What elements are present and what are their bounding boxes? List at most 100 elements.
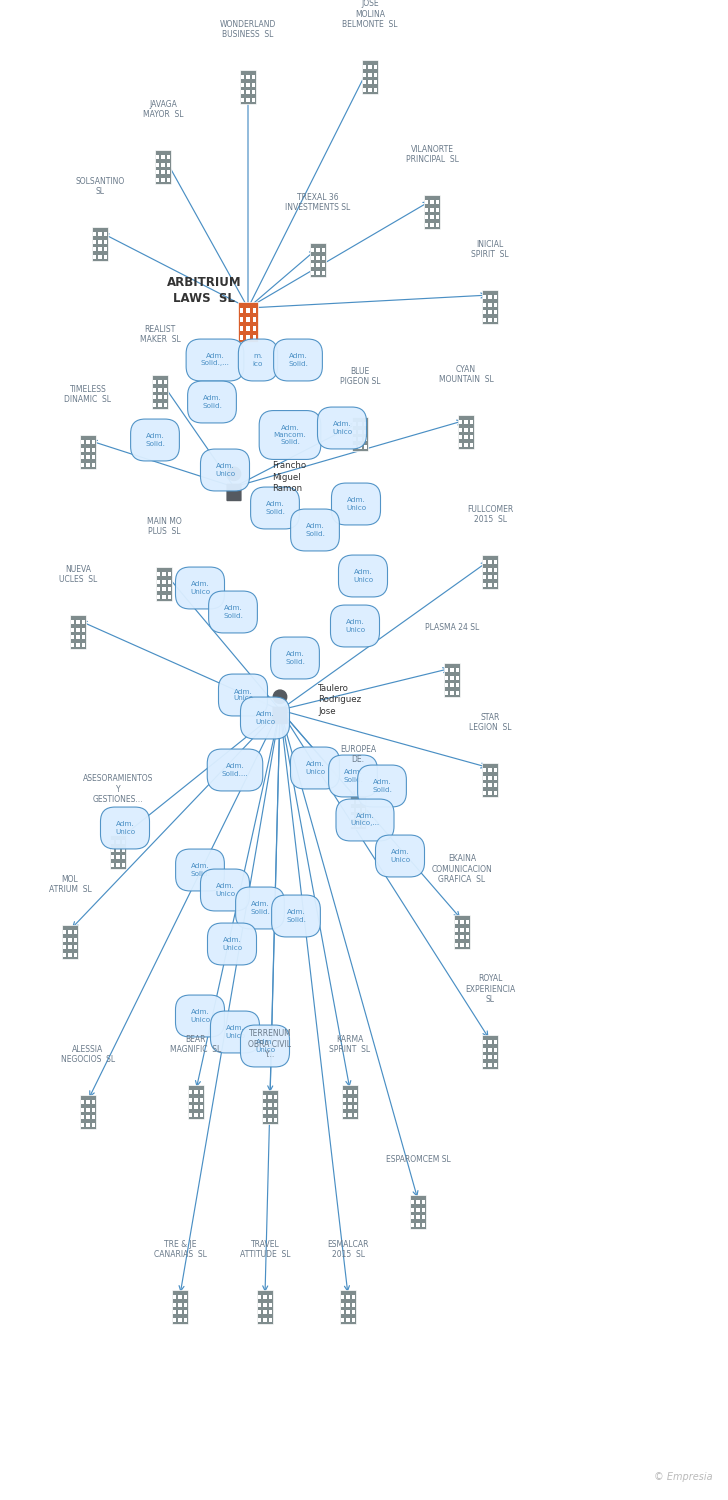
Bar [488,574,491,579]
Bar [189,1106,192,1110]
Bar [162,596,166,598]
Text: EKAINA
COMUNICACION
GRAFICA  SL: EKAINA COMUNICACION GRAFICA SL [432,853,492,883]
Bar [80,1095,96,1130]
Text: ROYAL
EXPERIENCIA
SL: ROYAL EXPERIENCIA SL [465,974,515,1004]
Bar [173,1310,176,1314]
Bar [81,1114,84,1119]
Bar [353,436,356,441]
Bar [92,464,95,466]
Bar [458,416,474,448]
Bar [92,454,95,459]
Text: m.
ico: m. ico [253,354,264,366]
Bar [189,1090,192,1094]
Bar [189,1113,192,1118]
Bar [63,945,66,950]
Bar [416,1208,419,1212]
Bar [269,1110,272,1114]
Bar [178,1294,182,1299]
Bar [168,586,171,591]
Bar [341,1318,344,1322]
Bar [246,316,250,322]
Bar [436,200,439,204]
Bar [349,1113,352,1118]
Bar [81,440,84,444]
Bar [363,80,366,84]
Bar [494,1064,497,1066]
Text: © Empresia: © Empresia [654,1472,713,1482]
Bar [269,1302,272,1306]
Bar [98,255,102,260]
Text: Adm.
Solid.: Adm. Solid. [265,501,285,515]
Bar [488,776,491,780]
Bar [92,1107,95,1112]
Bar [93,232,96,236]
Bar [82,620,85,624]
Bar [368,72,372,76]
Bar [269,1118,272,1122]
Bar [451,675,454,680]
Bar [92,1124,95,1126]
Bar [162,170,165,174]
Bar [167,154,170,159]
Text: EUROPEA
DE.: EUROPEA DE. [340,744,376,764]
Bar [352,417,368,452]
Bar [341,1084,358,1119]
Bar [488,296,491,298]
Text: Adm.
Unico: Adm. Unico [115,822,135,834]
Text: Adm.
Unico,...: Adm. Unico,... [350,813,379,826]
Bar [111,855,114,859]
Bar [341,1302,344,1306]
Bar [76,627,79,632]
Bar [71,627,74,632]
Bar [252,98,255,102]
Bar [82,634,85,639]
Bar [456,692,459,694]
Bar [374,80,377,84]
Bar [460,920,464,924]
Bar [74,930,77,934]
Bar [364,429,367,433]
Bar [459,427,462,432]
Bar [241,82,244,87]
Bar [87,464,90,466]
Bar [173,1302,176,1306]
Bar [71,644,74,646]
Bar [425,200,428,204]
Bar [263,1118,266,1122]
Bar [368,64,372,69]
Bar [362,60,379,94]
Bar [347,1302,349,1306]
Bar [264,1302,266,1306]
Bar [253,334,256,339]
Bar [425,207,428,212]
Text: TRE & JE
CANARIAS  SL: TRE & JE CANARIAS SL [154,1239,207,1258]
Bar [162,579,166,584]
Bar [309,243,326,278]
Bar [156,154,159,159]
Bar [253,308,256,314]
Bar [200,1098,203,1101]
Bar [162,586,166,591]
Bar [76,644,79,646]
Bar [71,634,74,639]
Bar [488,790,491,795]
Bar [362,824,365,827]
Bar [456,675,459,680]
Bar [81,464,84,466]
Bar [252,82,255,87]
Bar [246,82,250,87]
Text: Adm.
Solid.,...: Adm. Solid.,... [200,354,229,366]
Bar [422,1215,425,1219]
Bar [483,1047,486,1052]
Bar [68,945,71,950]
Bar [82,627,85,632]
Bar [311,262,314,267]
Bar [362,800,365,804]
Bar [466,927,469,932]
Bar [122,847,125,852]
Bar [246,75,250,80]
Text: Adm.
Unico: Adm. Unico [225,1026,245,1038]
Bar [98,248,102,252]
Bar [470,435,473,439]
Bar [430,224,434,226]
